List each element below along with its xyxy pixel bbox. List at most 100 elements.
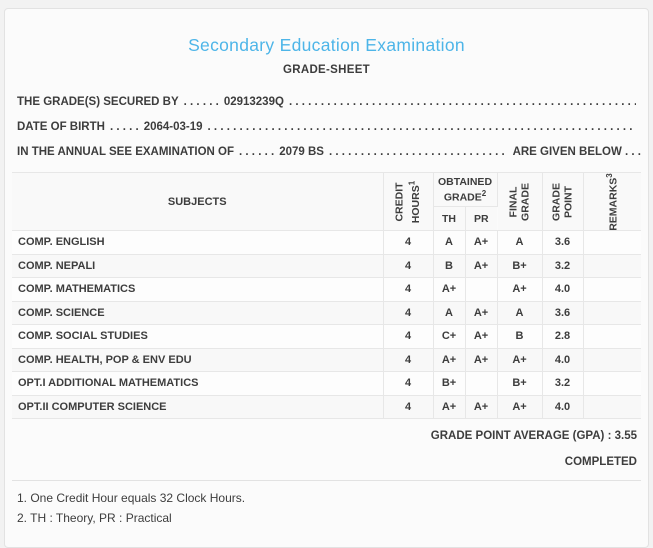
completion-status: COMPLETED [564, 456, 637, 468]
subject-cell: COMP. NEPALI [12, 253, 384, 278]
credit-hours-cell: 4 [383, 230, 434, 255]
credit-hours-cell: 4 [383, 253, 434, 278]
pr-grade-cell: A+ [465, 230, 498, 255]
final-grade-rotated-label: FINAL GRADE [507, 182, 531, 221]
remarks-cell [583, 277, 641, 302]
grade-point-cell: 4.0 [542, 394, 584, 419]
final-grade-cell: B+ [497, 253, 543, 278]
grade-point-cell: 3.6 [542, 300, 584, 325]
remarks-cell [583, 253, 641, 278]
credit-hours-cell: 4 [383, 394, 434, 419]
credit-hours-cell: 4 [383, 371, 434, 396]
column-header-subjects: SUBJECTS [12, 172, 384, 231]
final-grade-cell: A+ [497, 394, 543, 419]
info-suffix: ARE GIVEN BELOW . . . [512, 145, 641, 158]
grade-point-cell: 4.0 [542, 277, 584, 302]
info-line-examination-year: IN THE ANNUAL SEE EXAMINATION OF . . . .… [12, 139, 641, 164]
column-header-obtained-grade: OBTAINED GRADE2 [433, 172, 498, 207]
pr-grade-cell: A+ [465, 347, 498, 372]
gpa-label: GRADE POINT AVERAGE (GPA) : [430, 430, 612, 442]
document-subtitle: GRADE-SHEET [282, 64, 370, 76]
final-grade-cell: A+ [497, 277, 543, 302]
column-header-pr: PR [465, 206, 497, 231]
info-label: IN THE ANNUAL SEE EXAMINATION OF [17, 145, 235, 158]
dotted-filler: . . . . . . . . . . . . . . . . . . . . … [207, 120, 636, 133]
info-line-grades-secured-by: THE GRADE(S) SECURED BY . . . . . . 0291… [12, 89, 641, 114]
gpa-line: GRADE POINT AVERAGE (GPA) : 3.55 [12, 430, 637, 443]
th-grade-cell: A [433, 300, 466, 325]
th-grade-cell: C+ [433, 324, 466, 349]
credit-hours-cell: 4 [383, 277, 434, 302]
final-grade-cell: A [497, 230, 543, 255]
pr-grade-cell: A+ [465, 394, 498, 419]
student-id-value: 02913239Q [223, 95, 284, 108]
remarks-cell [583, 300, 641, 325]
final-grade-cell: B+ [497, 371, 543, 396]
grade-point-cell: 4.0 [542, 347, 584, 372]
column-header-th: TH [433, 206, 466, 231]
credit-hours-cell: 4 [383, 300, 434, 325]
footnote-th-pr: 2. TH : Theory, PR : Practical [17, 511, 172, 525]
remarks-cell [583, 347, 641, 372]
subject-cell: OPT.I ADDITIONAL MATHEMATICS [12, 371, 384, 396]
table-row: COMP. ENGLISH 4 A A+ A 3.6 [12, 230, 641, 255]
column-header-credit-hours: CREDIT HOURS1 [383, 172, 434, 231]
pr-grade-cell: A+ [465, 324, 498, 349]
subject-cell: COMP. SOCIAL STUDIES [12, 324, 384, 349]
th-grade-cell: B+ [433, 371, 466, 396]
pr-grade-cell: A+ [465, 300, 498, 325]
credit-hours-cell: 4 [383, 324, 434, 349]
table-row: OPT.I ADDITIONAL MATHEMATICS 4 B+ B+ 3.2 [12, 371, 641, 396]
subject-cell: COMP. MATHEMATICS [12, 277, 384, 302]
dotted-leader: . . . . . . [239, 145, 275, 158]
grade-point-cell: 3.2 [542, 371, 584, 396]
grade-sheet-panel: Secondary Education Examination GRADE-SH… [4, 8, 649, 548]
column-header-remarks: REMARKS3 [583, 172, 641, 231]
subject-cell: COMP. SCIENCE [12, 300, 384, 325]
table-row: COMP. SCIENCE 4 A A+ A 3.6 [12, 300, 641, 325]
th-grade-cell: A+ [433, 394, 466, 419]
pr-grade-cell: A+ [465, 253, 498, 278]
grade-point-cell: 3.6 [542, 230, 584, 255]
dotted-leader: . . . . . [109, 120, 139, 133]
info-label: THE GRADE(S) SECURED BY [17, 95, 179, 108]
table-row: OPT.II COMPUTER SCIENCE 4 A+ A+ A+ 4.0 [12, 394, 641, 419]
subject-cell: COMP. HEALTH, POP & ENV EDU [12, 347, 384, 372]
credit-hours-rotated-label: CREDIT HOURS1 [393, 180, 422, 223]
column-header-grade-point: GRADE POINT [542, 172, 584, 231]
dotted-filler: . . . . . . . . . . . . . . . . . . . . … [328, 145, 508, 158]
footnotes-section: 1. One Credit Hour equals 32 Clock Hours… [12, 480, 641, 528]
date-of-birth-value: 2064-03-19 [143, 120, 203, 133]
student-info-section: THE GRADE(S) SECURED BY . . . . . . 0291… [12, 89, 641, 164]
remarks-cell [583, 394, 641, 419]
table-row: COMP. SOCIAL STUDIES 4 C+ A+ B 2.8 [12, 324, 641, 349]
table-row: COMP. MATHEMATICS 4 A+ A+ 4.0 [12, 277, 641, 302]
subject-cell: OPT.II COMPUTER SCIENCE [12, 394, 384, 419]
exam-year-value: 2079 BS [279, 145, 324, 158]
info-label: DATE OF BIRTH [17, 120, 105, 133]
pr-grade-cell [465, 277, 498, 302]
subject-cell: COMP. ENGLISH [12, 230, 384, 255]
grades-table: SUBJECTS CREDIT HOURS1 OBTAINED GRADE2 F… [12, 172, 641, 419]
page-title: Secondary Education Examination [188, 35, 465, 55]
remarks-cell [583, 324, 641, 349]
gpa-value: 3.55 [614, 430, 637, 442]
remarks-cell [583, 371, 641, 396]
footnote-credit-hours: 1. One Credit Hour equals 32 Clock Hours… [17, 491, 246, 505]
obtained-grade-label: OBTAINED GRADE2 [437, 175, 493, 204]
table-row: COMP. HEALTH, POP & ENV EDU 4 A+ A+ A+ 4… [12, 347, 641, 372]
summary-section: GRADE POINT AVERAGE (GPA) : 3.55 COMPLET… [12, 430, 641, 469]
credit-hours-cell: 4 [383, 347, 434, 372]
th-grade-cell: A+ [433, 277, 466, 302]
grade-point-rotated-label: GRADE POINT [550, 182, 574, 221]
final-grade-cell: B [497, 324, 543, 349]
final-grade-cell: A+ [497, 347, 543, 372]
th-grade-cell: A [433, 230, 466, 255]
dotted-leader: . . . . . . [183, 95, 219, 108]
pr-grade-cell [465, 371, 498, 396]
remarks-rotated-label: REMARKS3 [605, 172, 620, 231]
column-header-final-grade: FINAL GRADE [497, 172, 543, 231]
table-row: COMP. NEPALI 4 B A+ B+ 3.2 [12, 253, 641, 278]
grade-point-cell: 2.8 [542, 324, 584, 349]
info-line-date-of-birth: DATE OF BIRTH . . . . . 2064-03-19 . . .… [12, 114, 641, 139]
